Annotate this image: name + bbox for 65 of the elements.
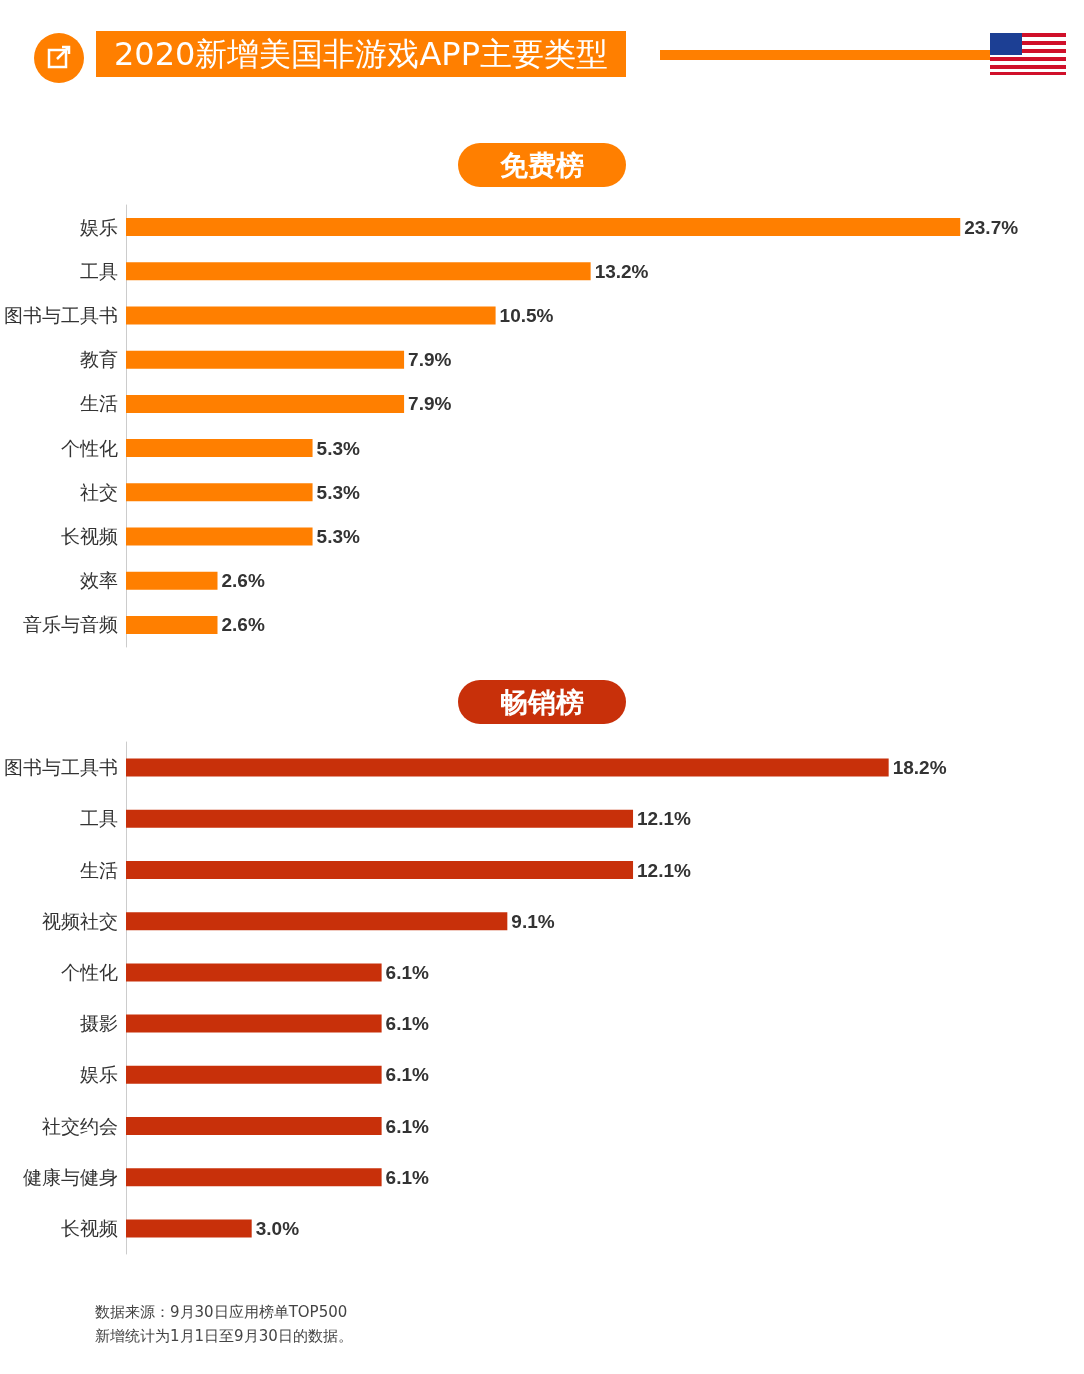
data-label: 6.1%	[385, 1064, 430, 1086]
bar	[126, 527, 313, 546]
y-tick-label: 视频社交	[42, 910, 118, 932]
data-label: 6.1%	[385, 1166, 430, 1188]
bar	[126, 1168, 382, 1187]
data-label: 9.1%	[511, 910, 555, 932]
data-label: 6.1%	[385, 1013, 430, 1035]
data-label: 23.7%	[964, 216, 1019, 238]
y-tick-label: 健康与健身	[23, 1166, 118, 1188]
data-label: 5.3%	[316, 437, 360, 459]
y-tick-label: 工具	[80, 808, 118, 830]
data-label: 3.0%	[255, 1217, 300, 1239]
data-label: 6.1%	[385, 961, 430, 983]
y-tick-label: 图书与工具书	[4, 757, 118, 779]
bar	[126, 1117, 382, 1135]
y-tick-label: 生活	[80, 859, 118, 881]
y-tick-label: 娱乐	[80, 1064, 118, 1086]
chart-title: 畅销榜	[500, 686, 584, 718]
data-label: 5.3%	[316, 481, 360, 503]
data-label: 2.6%	[221, 570, 265, 592]
y-tick-label: 工具	[80, 260, 118, 282]
bar	[126, 262, 591, 281]
data-label: 12.1%	[637, 808, 692, 830]
y-tick-label: 长视频	[61, 526, 118, 547]
chart-subtitle: 免费榜	[500, 149, 584, 181]
y-tick-label: 图书与工具书	[4, 305, 118, 326]
data-label: 7.9%	[408, 393, 452, 415]
bar	[126, 1219, 252, 1238]
bar	[126, 394, 405, 413]
bar	[126, 350, 405, 369]
bar	[126, 439, 313, 458]
bar	[126, 306, 496, 325]
data-label: 12.1%	[637, 859, 692, 881]
bar	[126, 1065, 382, 1084]
bar	[126, 615, 218, 634]
bar	[126, 912, 508, 931]
bar	[126, 218, 961, 237]
data-label: 5.3%	[316, 526, 360, 547]
bar	[126, 861, 634, 879]
chart-title: 2020新增美国非游戏APP主要类型	[96, 31, 626, 77]
y-tick-label: 社交约会	[42, 1115, 118, 1137]
bar	[126, 1014, 382, 1033]
y-tick-label: 个性化	[61, 437, 118, 459]
data-label: 18.2%	[892, 757, 947, 779]
y-tick-label: 娱乐	[80, 216, 118, 238]
source-note: 数据来源：9月30日应用榜单TOP500	[95, 1302, 349, 1323]
y-tick-label: 生活	[80, 393, 118, 415]
y-tick-label: 效率	[80, 570, 118, 592]
bar	[126, 483, 313, 502]
bar	[126, 809, 634, 828]
text: 新增统计为1月1日至9月30日的数据。	[95, 1326, 353, 1347]
bar	[126, 571, 218, 590]
y-tick-label: 个性化	[61, 961, 118, 983]
data-label: 7.9%	[408, 349, 452, 371]
bar	[126, 963, 382, 982]
data-label: 6.1%	[385, 1115, 430, 1137]
y-tick-label: 音乐与音频	[23, 614, 118, 636]
y-tick-label: 教育	[80, 349, 118, 371]
y-tick-label: 社交	[80, 481, 118, 503]
bar	[126, 758, 889, 777]
data-label: 13.2%	[594, 260, 649, 282]
y-tick-label: 摄影	[80, 1013, 118, 1035]
data-label: 2.6%	[221, 614, 265, 636]
y-tick-label: 长视频	[61, 1217, 118, 1239]
data-label: 10.5%	[499, 305, 554, 326]
